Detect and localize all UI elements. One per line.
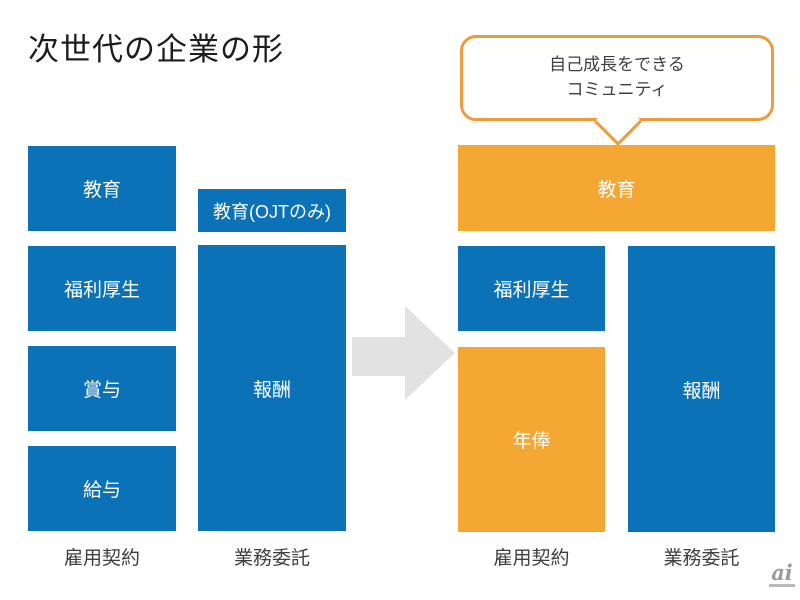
after-employment-column-label: 雇用契約 xyxy=(493,548,570,569)
before-employment-welfare-box: 福利厚生 xyxy=(28,246,176,331)
before-employment-bonus-box: 賞与 xyxy=(28,346,176,431)
transition-arrow-icon xyxy=(352,306,455,400)
after-outsourcing-column-label: 業務委託 xyxy=(663,548,740,569)
after-employment-annual-salary-box: 年俸 xyxy=(458,347,605,532)
slide-title: 次世代の企業の形 xyxy=(28,32,284,67)
before-outsourcing-column-label: 業務委託 xyxy=(233,548,310,569)
before-employment-salary-box: 給与 xyxy=(28,446,176,531)
before-employment-education-box: 教育 xyxy=(28,146,176,231)
speech-bubble-text-line2: コミュニティ xyxy=(566,80,668,99)
before-employment-column-label: 雇用契約 xyxy=(63,548,140,569)
before-outsourcing-ojt-education-box: 教育(OJTのみ) xyxy=(198,189,346,232)
publisher-logo-subtext-bar xyxy=(769,584,795,587)
publisher-logo: ai xyxy=(768,562,796,587)
speech-bubble-text-line1: 自己成長をできる xyxy=(549,55,685,75)
before-outsourcing-compensation-box: 報酬 xyxy=(198,245,346,531)
publisher-logo-text: ai xyxy=(771,560,793,585)
after-education-box: 教育 xyxy=(458,145,775,231)
after-employment-welfare-box: 福利厚生 xyxy=(458,246,605,331)
after-outsourcing-compensation-box: 報酬 xyxy=(628,246,775,532)
